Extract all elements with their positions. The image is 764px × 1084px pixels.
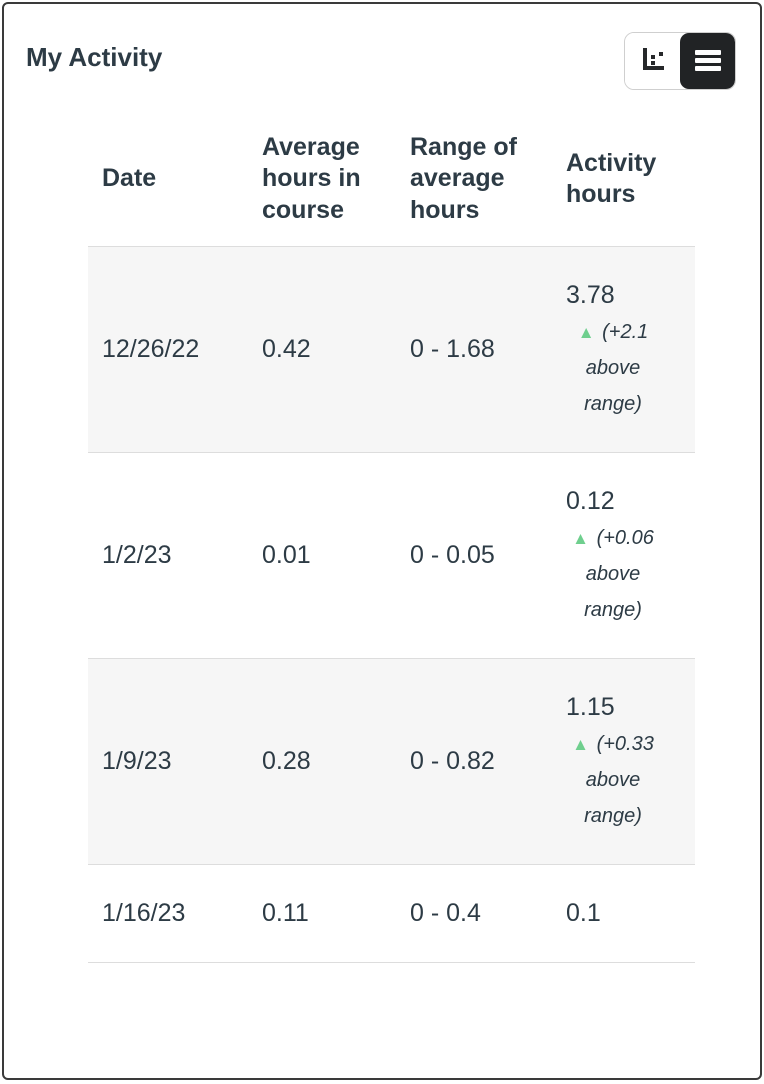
up-triangle-icon: ▲ [572, 734, 591, 754]
up-triangle-icon: ▲ [572, 528, 591, 548]
average-hours-cell: 0.01 [262, 540, 311, 569]
average-hours-cell: 0.42 [262, 334, 311, 363]
activity-hours-cell: 3.78 ▲ (+2.1 above range) [552, 246, 695, 452]
activity-hours-cell: 0.12 ▲ (+0.06 above range) [552, 452, 695, 658]
activity-table-container: Date Average hours in course Range of av… [88, 108, 760, 963]
column-header-average-hours: Average hours in course [262, 133, 361, 224]
range-cell: 0 - 0.4 [410, 898, 481, 927]
date-cell: 1/16/23 [102, 898, 186, 927]
activity-hours-cell: 1.15 ▲ (+0.33 above range) [552, 658, 695, 864]
average-hours-cell: 0.28 [262, 746, 311, 775]
range-cell: 0 - 0.05 [410, 540, 495, 569]
range-cell: 0 - 0.82 [410, 746, 495, 775]
scatter-chart-icon [638, 45, 668, 78]
average-hours-cell: 0.11 [262, 898, 309, 927]
activity-hours-cell: 0.1 [552, 864, 695, 963]
activity-table: Date Average hours in course Range of av… [88, 108, 695, 963]
table-row: 1/16/23 0.11 0 - 0.4 0.1 [88, 864, 695, 963]
above-range-annotation: ▲ (+0.06 above range) [572, 526, 654, 621]
above-range-annotation: ▲ (+0.33 above range) [572, 732, 654, 827]
widget-header: My Activity [4, 4, 760, 94]
column-header-date: Date [102, 164, 157, 193]
page-title: My Activity [26, 42, 163, 72]
chart-view-button[interactable] [625, 33, 680, 89]
column-header-range: Range of average hours [410, 133, 517, 224]
range-cell: 0 - 1.68 [410, 334, 495, 363]
view-toggle-group [624, 32, 736, 90]
date-cell: 1/9/23 [102, 746, 172, 775]
activity-value: 1.15 [566, 692, 615, 721]
list-icon [693, 45, 723, 78]
date-cell: 1/2/23 [102, 540, 172, 569]
table-row: 1/2/23 0.01 0 - 0.05 0.12 ▲ (+0.06 above… [88, 452, 695, 658]
column-header-activity-hours: Activity hours [566, 148, 657, 208]
up-triangle-icon: ▲ [577, 322, 597, 342]
date-cell: 12/26/22 [102, 334, 200, 363]
above-range-annotation: ▲ (+2.1 above range) [577, 320, 649, 415]
activity-value: 0.12 [566, 486, 615, 515]
activity-value: 0.1 [566, 899, 601, 927]
table-row: 1/9/23 0.28 0 - 0.82 1.15 ▲ (+0.33 above… [88, 658, 695, 865]
table-header: Date Average hours in course Range of av… [88, 108, 695, 246]
activity-value: 3.78 [566, 280, 615, 309]
table-row: 12/26/22 0.42 0 - 1.68 3.78 ▲ (+2.1 abov… [88, 246, 695, 453]
list-view-button[interactable] [680, 33, 735, 89]
